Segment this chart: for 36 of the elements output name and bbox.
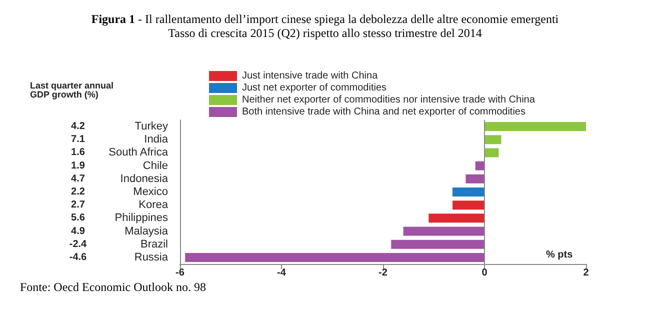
y-axis-title: Last quarter annual GDP growth (%) [30,80,114,100]
text: 4.7 [71,173,86,184]
x-tick-label: -6 [176,268,185,278]
y-tick-label: Korea [138,199,169,212]
text: 2.7 [71,200,86,211]
x-axis-title: % pts [546,250,574,260]
text: 4.2 [71,121,86,132]
chart-title: Figura 1 - Il rallentamento dell’import cinese spiega la debolezza delle altre economie emergenti [91,12,560,26]
text: 4.9 [71,226,86,237]
text: 5.6 [71,212,86,224]
y-tick-label: Philippines [114,212,168,224]
chart-subtitle: Tasso di crescita 2015 (Q2) rispetto allo stesso trimestre del 2014 [168,26,482,40]
y-tick-label: Turkey [134,120,168,133]
text: -2.4 [69,238,88,250]
text: 1.9 [71,160,86,172]
y-tick-label: Indonesia [120,172,169,185]
x-tick-label: 0 [482,268,488,278]
source-note: Fonte: Oecd Economic Outlook no. 98 [20,280,206,294]
text: 2.2 [71,186,86,198]
x-tick-label: -2 [378,268,388,278]
y-tick-label: Russia [134,251,169,264]
x-tick-label: -4 [277,268,286,278]
legend-label: Neither net exporter of commodities nor intensive trade with China [242,94,536,106]
y-tick-label: Malaysia [124,225,169,238]
text: 1.6 [71,147,86,158]
text: 7.1 [71,134,86,146]
x-tick-label: 2 [583,268,590,278]
y-tick-label: Chile [142,160,168,172]
y-tick-label: South Africa [108,146,169,159]
text: -4.6 [69,252,88,263]
y-tick-label: Brazil [140,238,168,250]
legend-label: Just intensive trade with China [242,70,378,82]
legend-label: Just net exporter of commodities [242,82,387,94]
y-tick-label: Mexico [133,186,168,198]
y-tick-label: India [144,134,169,146]
legend-label: Both intensive trade with China and net exporter of commodities [242,106,526,118]
